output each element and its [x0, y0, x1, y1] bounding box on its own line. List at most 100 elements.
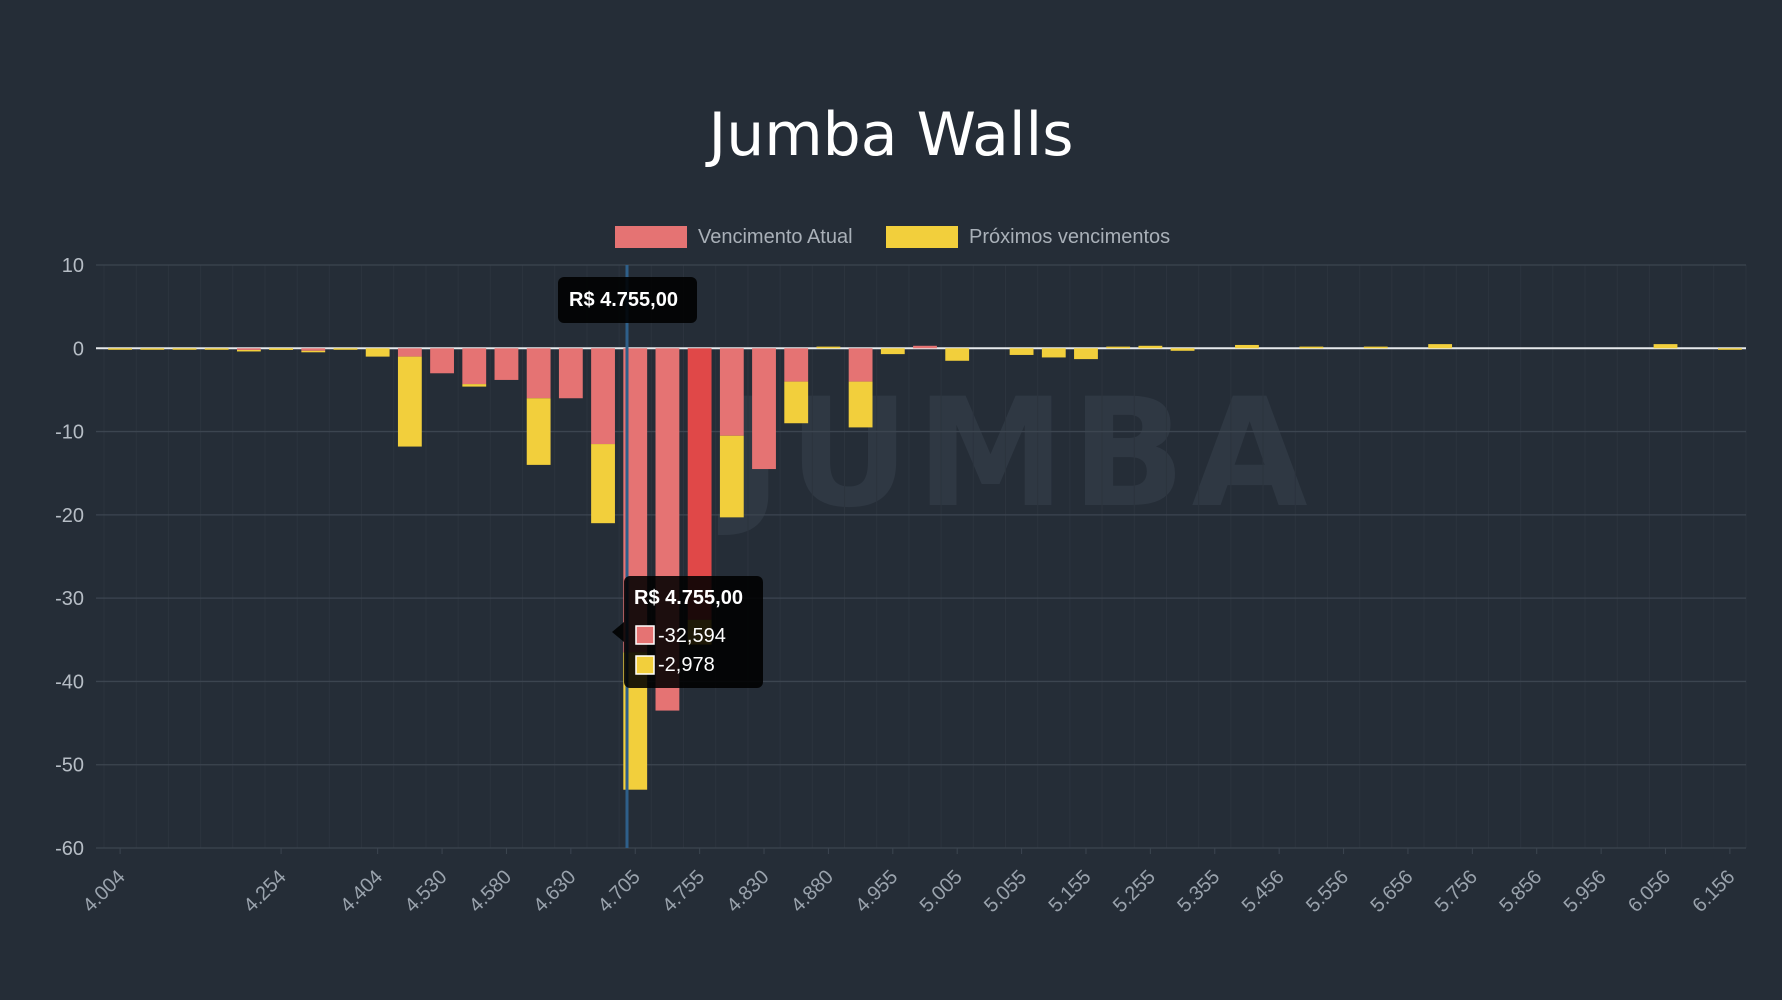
tooltip-main-caret	[612, 622, 624, 642]
x-tick-label: 4.880	[787, 866, 838, 917]
y-tick-label: -20	[55, 505, 84, 527]
chart-title: Jumba Walls	[705, 100, 1074, 170]
bar-vencimento-atual	[719, 348, 744, 436]
x-tick-label: 4.404	[336, 866, 387, 917]
x-tick-label: 4.955	[851, 866, 902, 917]
y-tick-label: -60	[55, 838, 84, 860]
x-tick-label: 5.756	[1431, 866, 1482, 917]
tooltip-main-title: R$ 4.755,00	[634, 587, 743, 609]
bar-proximos-vencimentos	[591, 444, 615, 524]
x-tick-label: 4.004	[79, 866, 130, 917]
bar-proximos-vencimentos	[1653, 344, 1678, 349]
x-tick-label: 4.630	[529, 866, 580, 917]
bar-proximos-vencimentos	[1299, 346, 1324, 349]
bar-vencimento-atual	[301, 348, 326, 351]
bar-vencimento-atual	[236, 348, 261, 350]
legend-swatch-vencimento-atual	[615, 226, 687, 248]
legend-item-vencimento-atual[interactable]: Vencimento Atual	[615, 226, 853, 248]
x-tick-label: 5.355	[1173, 866, 1224, 917]
tooltip-swatch-proximos-vencimentos	[635, 655, 655, 675]
y-tick-label: -30	[55, 588, 84, 610]
x-tick-label: 6.056	[1624, 866, 1675, 917]
tooltip-value-proximos-vencimentos: -2,978	[658, 654, 715, 676]
bar-proximos-vencimentos	[172, 348, 197, 350]
bar-proximos-vencimentos	[1717, 348, 1742, 350]
x-tick-label: 5.255	[1109, 866, 1160, 917]
x-tick-label: 4.254	[240, 866, 291, 917]
x-tick-label: 5.055	[980, 866, 1031, 917]
bar-vencimento-atual	[558, 348, 583, 399]
legend-label-proximos-vencimentos: Próximos vencimentos	[969, 226, 1170, 248]
bar-proximos-vencimentos	[1074, 348, 1098, 360]
tooltip-main: R$ 4.755,00 -32,594 -2,978	[612, 576, 763, 688]
bar-vencimento-atual	[494, 348, 519, 380]
bar-proximos-vencimentos	[1428, 344, 1453, 349]
x-tick-label: 4.705	[594, 866, 645, 917]
tooltip-value-vencimento-atual: -32,594	[658, 625, 726, 647]
y-tick-label: -10	[55, 422, 84, 444]
bar-vencimento-atual	[591, 348, 615, 445]
y-tick-label: -40	[55, 671, 84, 693]
bar-proximos-vencimentos	[108, 348, 133, 350]
legend-swatch-proximos-vencimentos	[886, 226, 958, 248]
bar-proximos-vencimentos	[1235, 344, 1259, 349]
y-axis: 10 0 -10 -20 -30 -40 -50 -60	[55, 255, 84, 860]
x-tick-label: 5.005	[916, 866, 967, 917]
y-tick-label: -50	[55, 755, 84, 777]
x-tick-label: 5.556	[1302, 866, 1353, 917]
bar-proximos-vencimentos	[140, 348, 165, 350]
bar-proximos-vencimentos	[1138, 345, 1163, 349]
bar-vencimento-atual	[752, 348, 776, 470]
bar-proximos-vencimentos	[526, 398, 551, 465]
x-tick-label: 4.580	[465, 866, 516, 917]
bar-proximos-vencimentos	[236, 349, 261, 352]
tooltip-swatch-vencimento-atual	[635, 625, 655, 645]
x-tick-label: 6.156	[1688, 866, 1739, 917]
bar-proximos-vencimentos	[880, 348, 905, 355]
bar-proximos-vencimentos	[397, 356, 422, 447]
x-tick-label: 5.155	[1045, 866, 1096, 917]
x-axis: 4.004 4.254 4.404 4.530 4.580 4.630 4.705 4.755…	[79, 848, 1739, 917]
legend-label-vencimento-atual: Vencimento Atual	[698, 226, 853, 248]
x-tick-label: 5.956	[1560, 866, 1611, 917]
tooltip-main-box	[624, 576, 763, 688]
bar-proximos-vencimentos	[365, 348, 390, 357]
y-tick-label: 0	[73, 338, 84, 360]
tooltip-top-label: R$ 4.755,00	[569, 289, 678, 311]
bar-vencimento-atual	[848, 348, 873, 382]
tooltip-top-box	[558, 277, 697, 323]
bar-proximos-vencimentos	[462, 384, 487, 387]
bar-proximos-vencimentos	[204, 348, 229, 350]
x-tick-label: 4.530	[401, 866, 452, 917]
tooltip-top: R$ 4.755,00	[558, 277, 697, 323]
bar-proximos-vencimentos	[301, 350, 326, 353]
x-tick-label: 5.856	[1495, 866, 1546, 917]
bar-proximos-vencimentos	[1363, 346, 1388, 349]
chart-legend: Vencimento Atual Próximos vencimentos	[615, 226, 1170, 248]
x-tick-label: 5.656	[1367, 866, 1418, 917]
x-tick-label: 4.830	[723, 866, 774, 917]
bar-proximos-vencimentos	[1170, 348, 1195, 351]
x-tick-label: 4.755	[658, 866, 709, 917]
bar-proximos-vencimentos	[1009, 348, 1034, 355]
bar-vencimento-atual	[913, 345, 937, 349]
y-tick-label: 10	[62, 255, 84, 277]
bar-vencimento-atual	[430, 348, 454, 374]
bar-vencimento-atual	[397, 348, 422, 357]
x-tick-label: 5.456	[1238, 866, 1289, 917]
bar-vencimento-atual	[784, 348, 809, 382]
bar-proximos-vencimentos	[945, 348, 970, 361]
legend-item-proximos-vencimentos[interactable]: Próximos vencimentos	[886, 226, 1170, 248]
chart-watermark: JUMBA	[717, 367, 1313, 541]
bar-proximos-vencimentos	[719, 435, 744, 518]
bar-proximos-vencimentos	[784, 381, 809, 424]
bar-proximos-vencimentos	[848, 381, 873, 428]
bar-proximos-vencimentos	[269, 348, 293, 350]
bar-proximos-vencimentos	[816, 346, 841, 349]
bar-vencimento-atual	[462, 348, 487, 385]
bar-proximos-vencimentos	[1041, 348, 1066, 358]
chart-grid	[96, 264, 1747, 849]
bar-proximos-vencimentos	[1106, 346, 1131, 349]
bar-vencimento-atual	[526, 348, 551, 399]
